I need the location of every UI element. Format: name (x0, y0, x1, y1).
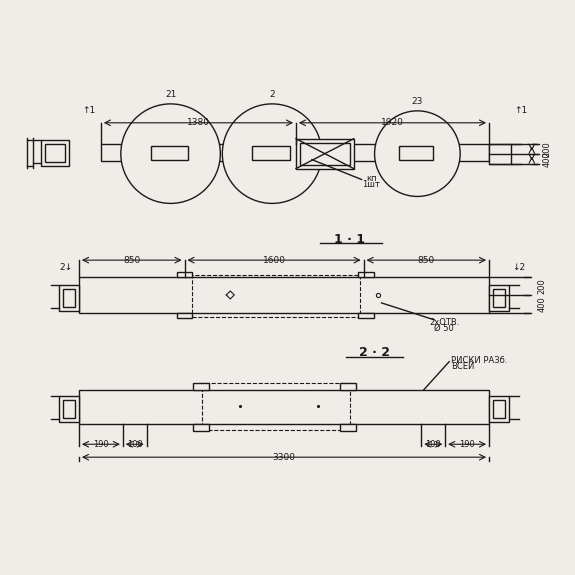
Text: 850: 850 (123, 256, 140, 264)
Text: 190: 190 (459, 440, 475, 448)
Bar (489, 285, 509, 311)
Text: 3300: 3300 (273, 453, 296, 462)
Text: 100: 100 (426, 440, 441, 448)
Bar (177, 313, 193, 318)
Text: 2 · 2: 2 · 2 (359, 346, 390, 359)
Bar (59, 285, 79, 311)
Text: 100: 100 (127, 440, 143, 448)
Bar (493, 400, 505, 419)
Bar (340, 382, 356, 389)
Text: кп: кп (366, 174, 377, 183)
Circle shape (374, 111, 460, 197)
Text: 1600: 1600 (263, 256, 286, 264)
Text: 1 · 1: 1 · 1 (334, 233, 365, 246)
Text: 200: 200 (537, 278, 546, 294)
Bar (193, 275, 359, 317)
Bar (296, 139, 354, 168)
Bar (151, 145, 189, 160)
Bar (63, 400, 75, 419)
Text: ↑1: ↑1 (82, 106, 95, 116)
Circle shape (223, 104, 322, 204)
Bar (400, 145, 434, 160)
Bar (358, 272, 374, 277)
Bar (252, 145, 290, 160)
Text: 2↓: 2↓ (59, 263, 72, 271)
Text: 190: 190 (93, 440, 109, 448)
Bar (59, 397, 79, 423)
Text: 200: 200 (542, 141, 551, 156)
Text: ВСЕЙ: ВСЕЙ (451, 362, 474, 371)
Bar (358, 313, 374, 318)
Bar (489, 397, 509, 423)
Text: 2хОТВ.: 2хОТВ. (429, 319, 459, 327)
Text: 2: 2 (269, 90, 275, 99)
Text: 1шт: 1шт (363, 180, 381, 189)
Text: 400: 400 (542, 151, 551, 167)
Bar (45, 144, 65, 162)
Text: РИСКИ РАЗб.: РИСКИ РАЗб. (451, 356, 508, 365)
Circle shape (121, 104, 220, 204)
Bar (300, 143, 350, 164)
Bar (340, 424, 356, 431)
Bar (79, 389, 489, 424)
Bar (193, 424, 209, 431)
Text: 400: 400 (537, 296, 546, 312)
Text: ↓2: ↓2 (512, 263, 526, 271)
Text: 23: 23 (412, 97, 423, 106)
Bar (202, 382, 350, 430)
Text: Ø 50: Ø 50 (434, 324, 454, 333)
Text: ↑1: ↑1 (514, 106, 527, 116)
Bar (63, 289, 75, 307)
Bar (41, 140, 69, 166)
Text: 1920: 1920 (381, 118, 404, 127)
Text: 21: 21 (165, 90, 177, 99)
Text: 1380: 1380 (187, 118, 210, 127)
Bar (101, 144, 489, 160)
Bar (79, 277, 489, 313)
Bar (493, 289, 505, 307)
Bar (193, 382, 209, 389)
Text: 850: 850 (417, 256, 435, 264)
Bar (489, 144, 511, 164)
Bar (177, 272, 193, 277)
